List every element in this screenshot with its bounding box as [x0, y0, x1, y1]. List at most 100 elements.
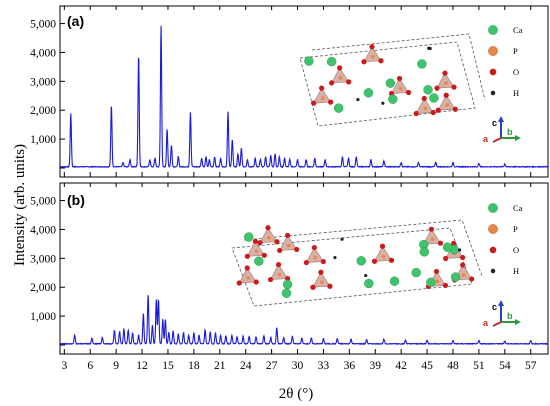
panel-b-pattern-line	[59, 295, 549, 346]
c-axis-arrowhead	[498, 300, 504, 306]
calcium-atom	[254, 256, 264, 266]
c-axis-label: c	[492, 118, 497, 128]
oxygen-atom	[437, 240, 444, 246]
oxygen-atom	[284, 275, 291, 282]
calcium-atom	[326, 56, 337, 67]
legend-swatch	[489, 246, 497, 254]
oxygen-atom	[319, 85, 325, 91]
x-tick-label: 48	[447, 360, 459, 372]
oxygen-atom	[311, 244, 317, 251]
oxygen-atom	[261, 252, 267, 258]
calcium-atom	[281, 288, 292, 298]
oxygen-atom	[303, 259, 309, 266]
oxygen-atom	[310, 284, 316, 290]
oxygen-atom	[275, 261, 282, 268]
x-tick-label: 54	[499, 360, 511, 372]
phosphorus-atom	[320, 280, 324, 285]
panel-b-orientation-axes: ca b	[483, 300, 521, 328]
phosphorus-atom	[435, 279, 440, 284]
phosphorus-atom	[286, 243, 291, 248]
calcium-atom	[363, 88, 374, 98]
legend-label: O	[513, 67, 519, 77]
oxygen-atom	[388, 257, 395, 263]
hydrogen-atom	[340, 237, 344, 241]
calcium-atom	[356, 256, 366, 266]
x-tick-label: 21	[214, 360, 226, 372]
hydrogen-atom	[381, 101, 385, 105]
oxygen-atom	[442, 282, 449, 289]
phosphorus-atom	[277, 272, 282, 277]
legend-swatch	[487, 202, 499, 214]
oxygen-atom	[451, 240, 457, 247]
x-tick-label: 15	[162, 360, 174, 372]
x-tick-label: 36	[344, 360, 356, 372]
oxygen-atom	[443, 92, 449, 98]
oxygen-atom	[267, 276, 274, 283]
oxygen-atom	[361, 59, 367, 65]
calcium-atom	[423, 85, 433, 95]
oxygen-atom	[413, 110, 419, 117]
po4-tetrahedron	[279, 234, 298, 251]
po4-tetrahedron	[270, 263, 289, 280]
calcium-atom	[450, 272, 461, 282]
x-tick-label: 12	[136, 360, 148, 372]
oxygen-atom	[311, 100, 317, 106]
oxygen-atom	[451, 84, 457, 90]
oxygen-atom	[337, 65, 343, 71]
oxygen-atom	[371, 258, 378, 264]
a-axis-label: a	[483, 318, 489, 328]
panel-b-crystal-structure	[231, 219, 483, 307]
hydrogen-atom	[356, 97, 360, 102]
c-axis-label: c	[492, 302, 497, 312]
po4-tetrahedron	[437, 94, 456, 111]
calcium-atom	[442, 242, 453, 252]
oxygen-atom	[257, 240, 263, 246]
y-tick-label: 1,000	[30, 134, 56, 146]
oxygen-atom	[421, 95, 427, 102]
oxygen-atom	[434, 85, 440, 91]
hydrogen-atom	[458, 248, 462, 252]
calcium-atom	[244, 232, 254, 242]
a-axis-arrow	[492, 321, 502, 327]
legend-swatch	[487, 223, 499, 235]
po4-tetrahedron	[391, 77, 410, 94]
oxygen-atom	[433, 268, 440, 275]
oxygen-atom	[252, 238, 258, 244]
panel-a-ticks: 1,000 2,000 3,000 4,000 5,000	[30, 6, 532, 177]
oxygen-atom	[443, 255, 449, 262]
po4-tetrahedron	[313, 87, 332, 104]
po4-tetrahedron	[305, 246, 324, 263]
panel-a-legend: Ca P O H	[487, 24, 523, 98]
x-tick-label: 30	[292, 360, 304, 372]
x-tick-label: 24	[240, 360, 252, 372]
legend-label: H	[513, 88, 519, 98]
panel-a-frame	[59, 5, 549, 178]
y-tick-label: 1,000	[30, 311, 56, 323]
oxygen-atom	[277, 247, 283, 254]
y-tick-label: 5,000	[30, 19, 56, 31]
phosphorus-atom	[444, 81, 448, 85]
panel-b-legend: Ca P O H	[487, 202, 523, 276]
oxygen-atom	[236, 280, 242, 286]
phosphorus-atom	[338, 76, 343, 80]
phosphorus-atom	[254, 249, 259, 254]
calcium-atom	[304, 56, 314, 66]
x-tick-label: 27	[266, 360, 278, 372]
x-axis-title: 2θ (°)	[279, 386, 313, 402]
hydrogen-atom	[427, 46, 431, 50]
po4-tetrahedron	[331, 67, 350, 84]
b-axis-arrowhead	[515, 135, 521, 141]
legend-swatch	[487, 24, 499, 36]
oxygen-atom	[285, 232, 291, 239]
oxygen-atom	[318, 269, 324, 275]
panel-a-label: (a)	[67, 13, 84, 29]
oxygen-atom	[396, 75, 403, 82]
phosphorus-atom	[461, 273, 466, 277]
phosphorus-atom	[246, 276, 251, 280]
po4-tetrahedron	[422, 228, 441, 245]
phosphorus-atom	[398, 86, 403, 91]
calcium-atom	[389, 276, 400, 286]
legend-label: P	[513, 46, 518, 56]
po4-tetrahedron	[246, 240, 265, 257]
